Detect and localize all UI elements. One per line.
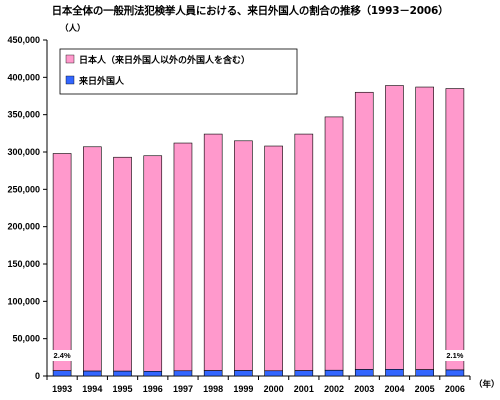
legend-label-foreign: 来日外国人 [78,75,125,87]
y-tick-label: 300,000 [7,147,40,157]
annotation-box [443,350,466,361]
x-tick-label-1993: 1993 [52,384,72,394]
bar-japanese-2005 [415,86,434,370]
annotation-2006: 2.1% [443,350,466,361]
bar-foreign-1998 [203,370,223,377]
y-tick-label: 50,000 [12,334,40,344]
chart-title: 日本全体の一般刑法犯検挙人員における、来日外国人の割合の推移（1993－2006… [51,5,449,17]
annotation-label: 2.1% [446,351,463,360]
bar-japanese-1999 [234,140,253,371]
bars [52,85,465,377]
y-tick-label: 450,000 [7,35,40,45]
axes: 0 50,000 100,000 150,000 200,000 250,000 300,0… [7,35,471,394]
bar-japanese-1998 [203,133,223,371]
x-tick-label-1999: 1999 [233,384,253,394]
legend: 日本人（来日外国人以外の外国人を含む） 来日外国人 [59,48,298,95]
bar-foreign-1993 [52,370,72,377]
annotation-label: 2.4% [54,351,71,360]
x-tick-label-1996: 1996 [143,384,163,394]
bar-japanese-1993 [52,153,72,371]
x-axis-unit-label: （年） [474,379,500,390]
legend-swatch-foreign [65,75,75,85]
bar-japanese-2004 [385,85,404,370]
bar-foreign-1996 [143,370,163,377]
bar-japanese-1997 [173,142,193,372]
x-tick-label-2005: 2005 [415,384,435,394]
legend-box [59,48,298,95]
x-tick-label-2004: 2004 [384,384,404,394]
bar-japanese-1994 [83,146,102,372]
bar-japanese-2003 [354,91,374,370]
y-tick-label: 400,000 [7,72,40,82]
legend-swatch-japanese [65,54,75,64]
bar-foreign-1995 [113,370,132,377]
bar-japanese-2006 [445,88,465,371]
x-tick-label-1997: 1997 [173,384,193,394]
x-tick-label-2006: 2006 [445,384,465,394]
bar-foreign-1997 [173,370,193,377]
y-tick-label: 100,000 [7,296,40,306]
annotations: 2.4% 2.1% [51,350,466,361]
bar-foreign-2006 [445,369,465,377]
y-tick-label: 200,000 [7,222,40,232]
bar-japanese-2001 [294,133,314,371]
bar-foreign-2004 [385,369,404,377]
annotation-box [51,350,74,361]
bar-japanese-1996 [143,155,163,372]
x-tick-label-1998: 1998 [203,384,223,394]
y-tick-label: 0 [35,371,40,381]
y-tick-label: 150,000 [7,259,40,269]
bar-foreign-2003 [354,369,374,377]
x-tick-label-2000: 2000 [264,384,284,394]
bar-foreign-1994 [83,370,102,377]
x-tick-label-1995: 1995 [113,384,133,394]
bar-foreign-1999 [234,370,253,377]
bar-japanese-2002 [324,116,344,371]
bar-japanese-1995 [113,156,132,372]
legend-label-japanese: 日本人（来日外国人以外の外国人を含む） [79,54,250,66]
y-tick-label: 350,000 [7,110,40,120]
y-axis-unit-label: （人） [60,23,86,34]
x-tick-label-2002: 2002 [324,384,344,394]
bar-foreign-2000 [264,370,283,377]
annotation-1993: 2.4% [51,350,74,361]
bar-japanese-2000 [264,145,283,372]
x-tick-label-2003: 2003 [354,384,374,394]
bar-foreign-2001 [294,370,314,377]
x-tick-label-2001: 2001 [294,384,314,394]
bar-foreign-2002 [324,369,344,377]
bar-foreign-2005 [415,369,434,377]
x-tick-label-1994: 1994 [82,384,102,394]
y-tick-label: 250,000 [7,184,40,194]
